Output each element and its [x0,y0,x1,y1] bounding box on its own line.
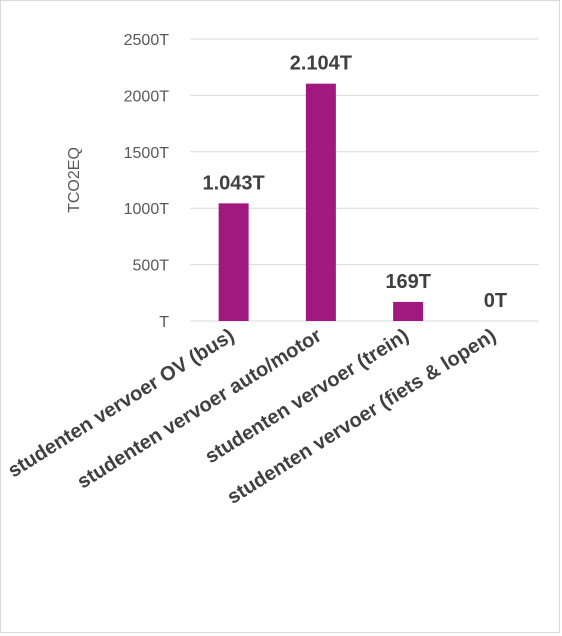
bar [218,203,249,321]
y-tick-label: 500T [133,258,170,275]
data-label: 169T [385,271,431,293]
y-tick-label: 2500T [124,32,170,49]
data-label: 1.043T [202,172,264,194]
bar [393,301,424,321]
x-axis-category-labels: studenten vervoer OV (bus)studenten verv… [4,324,500,508]
y-tick-label: 2000T [124,88,170,105]
y-axis-tick-labels: T 500T 1000T 1500T 2000T 2500T [124,32,170,331]
y-tick-label: 1500T [124,145,170,162]
y-tick-label: 1000T [124,201,170,218]
data-labels: 1.043T 2.104T 169T 0T [202,53,507,312]
data-label: 0T [484,290,507,312]
bars [218,83,424,322]
y-tick-label: T [159,314,169,331]
y-axis-title: TCO2EQ [66,147,83,213]
data-label: 2.104T [290,53,352,75]
bar [305,83,336,322]
